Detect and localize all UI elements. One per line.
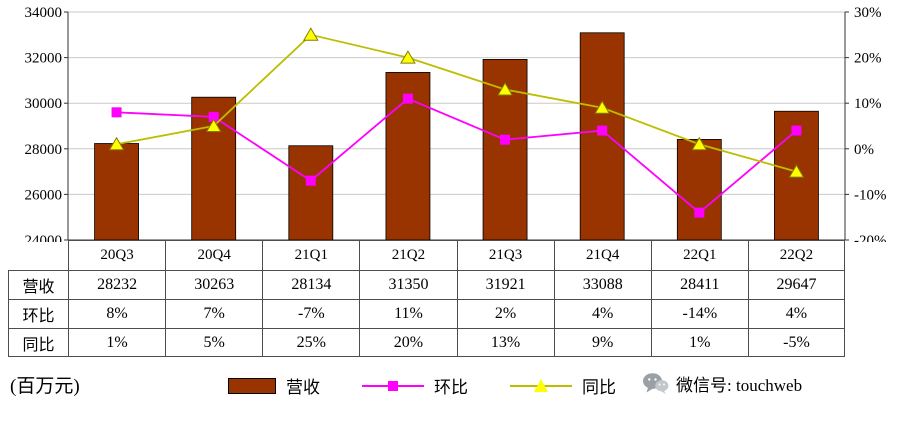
table-cell-yoy-22Q2: -5% <box>747 328 845 357</box>
revenue-bar-swatch <box>228 377 276 394</box>
table-cell-yoy-21Q1: 25% <box>262 328 360 357</box>
bar-21Q1 <box>288 145 334 241</box>
yoy-marker-21Q1 <box>302 27 319 41</box>
column-header-22Q2: 22Q2 <box>747 240 845 270</box>
left-axis-tick-label: 34000 <box>25 5 63 21</box>
table-cell-yoy-20Q3: 1% <box>68 328 166 357</box>
table-cell-qoq-20Q4: 7% <box>165 299 263 328</box>
legend-label-yoy: 同比 <box>582 378 616 397</box>
table-cell-revenue-22Q2: 29647 <box>747 270 845 299</box>
watermark: 微信号: touchweb <box>642 371 802 396</box>
left-axis-tick-label: 24000 <box>25 233 63 242</box>
yoy-marker-20Q4 <box>205 118 222 132</box>
table-cell-revenue-20Q3: 28232 <box>68 270 166 299</box>
qoq-square-marker-icon <box>388 380 398 391</box>
legend-label-qoq: 环比 <box>434 378 468 397</box>
yoy-marker-21Q3 <box>497 82 513 96</box>
legend-label-revenue: 营收 <box>286 378 320 397</box>
column-header-22Q1: 22Q1 <box>650 240 748 270</box>
right-axis-tick-label: 10% <box>854 96 882 112</box>
qoq-marker-22Q1 <box>694 207 705 218</box>
row-label-qoq: 环比 <box>8 299 68 328</box>
row-label-yoy: 同比 <box>8 328 68 357</box>
qoq-marker-22Q2 <box>791 125 802 136</box>
table-cell-qoq-21Q3: 2% <box>456 299 554 328</box>
legend: 营收 环比 同比 <box>228 373 616 398</box>
column-header-21Q3: 21Q3 <box>456 240 554 270</box>
table-cell-qoq-21Q2: 11% <box>359 299 457 328</box>
table-cell-yoy-20Q4: 5% <box>165 328 263 357</box>
footer: (百万元) 营收 环比 同比 <box>0 363 900 423</box>
table-cell-qoq-22Q1: -14% <box>650 299 748 328</box>
table-corner-cell <box>8 240 68 270</box>
data-table: 20Q3 20Q4 21Q1 21Q2 21Q3 21Q4 22Q1 22Q2 营收 28232 3… <box>8 240 845 357</box>
yoy-line-swatch <box>510 378 572 394</box>
bar-21Q4 <box>579 32 625 241</box>
table-cell-yoy-21Q2: 20% <box>359 328 457 357</box>
right-axis-tick-label: 0% <box>854 142 874 158</box>
right-axis-tick-label: 30% <box>854 5 882 21</box>
column-header-21Q2: 21Q2 <box>359 240 457 270</box>
qoq-marker-21Q4 <box>597 125 608 136</box>
unit-label: (百万元) <box>10 376 80 397</box>
left-axis-tick-label: 30000 <box>25 96 63 112</box>
table-cell-revenue-22Q1: 28411 <box>650 270 748 299</box>
row-label-revenue: 营收 <box>8 270 68 299</box>
table-cell-yoy-22Q1: 1% <box>650 328 748 357</box>
table-cell-yoy-21Q4: 9% <box>553 328 651 357</box>
yoy-marker-22Q2 <box>788 164 805 178</box>
table-cell-revenue-21Q3: 31921 <box>456 270 554 299</box>
table-cell-qoq-21Q1: -7% <box>262 299 360 328</box>
table-cell-revenue-21Q2: 31350 <box>359 270 457 299</box>
table-cell-qoq-22Q2: 4% <box>747 299 845 328</box>
table-cell-revenue-21Q1: 28134 <box>262 270 360 299</box>
left-axis-tick-label: 28000 <box>25 142 63 158</box>
yoy-triangle-marker-icon <box>534 378 548 392</box>
qoq-marker-20Q3 <box>111 107 122 118</box>
bar-20Q3 <box>94 143 139 241</box>
column-header-21Q1: 21Q1 <box>262 240 360 270</box>
table-cell-yoy-21Q3: 13% <box>456 328 554 357</box>
combo-chart: 34000 32000 30000 28000 26000 24000 30% 20% 10% 0… <box>25 5 887 242</box>
qoq-marker-21Q2 <box>402 93 413 104</box>
column-header-20Q4: 20Q4 <box>165 240 263 270</box>
legend-item-revenue: 营收 <box>228 373 320 398</box>
left-axis-tick-label: 32000 <box>25 51 63 67</box>
qoq-marker-21Q3 <box>500 134 511 145</box>
qoq-line-swatch <box>362 378 424 394</box>
column-header-21Q4: 21Q4 <box>553 240 651 270</box>
legend-item-qoq: 环比 <box>362 373 468 398</box>
table-cell-qoq-21Q4: 4% <box>553 299 651 328</box>
right-axis-tick-label: -10% <box>854 187 887 203</box>
qoq-marker-21Q1 <box>305 175 316 186</box>
wechat-icon <box>643 373 669 394</box>
left-axis-tick-label: 26000 <box>25 187 63 203</box>
table-cell-qoq-20Q3: 8% <box>68 299 166 328</box>
table-cell-revenue-21Q4: 33088 <box>553 270 651 299</box>
table-cell-revenue-20Q4: 30263 <box>165 270 263 299</box>
yoy-marker-22Q1 <box>691 136 708 151</box>
yoy-marker-20Q3 <box>108 136 125 151</box>
right-axis-tick-label: 20% <box>854 51 882 67</box>
yoy-line <box>116 33 797 173</box>
right-axis-tick-label: -20% <box>854 233 887 242</box>
qoq-marker-20Q4 <box>208 111 219 122</box>
bar-22Q1 <box>676 139 722 241</box>
qoq-line <box>116 97 798 214</box>
yoy-marker-21Q2 <box>400 50 416 64</box>
yoy-marker-21Q4 <box>594 100 611 114</box>
watermark-text: 微信号: touchweb <box>676 376 803 395</box>
legend-item-yoy: 同比 <box>510 373 616 398</box>
column-header-20Q3: 20Q3 <box>68 240 166 270</box>
